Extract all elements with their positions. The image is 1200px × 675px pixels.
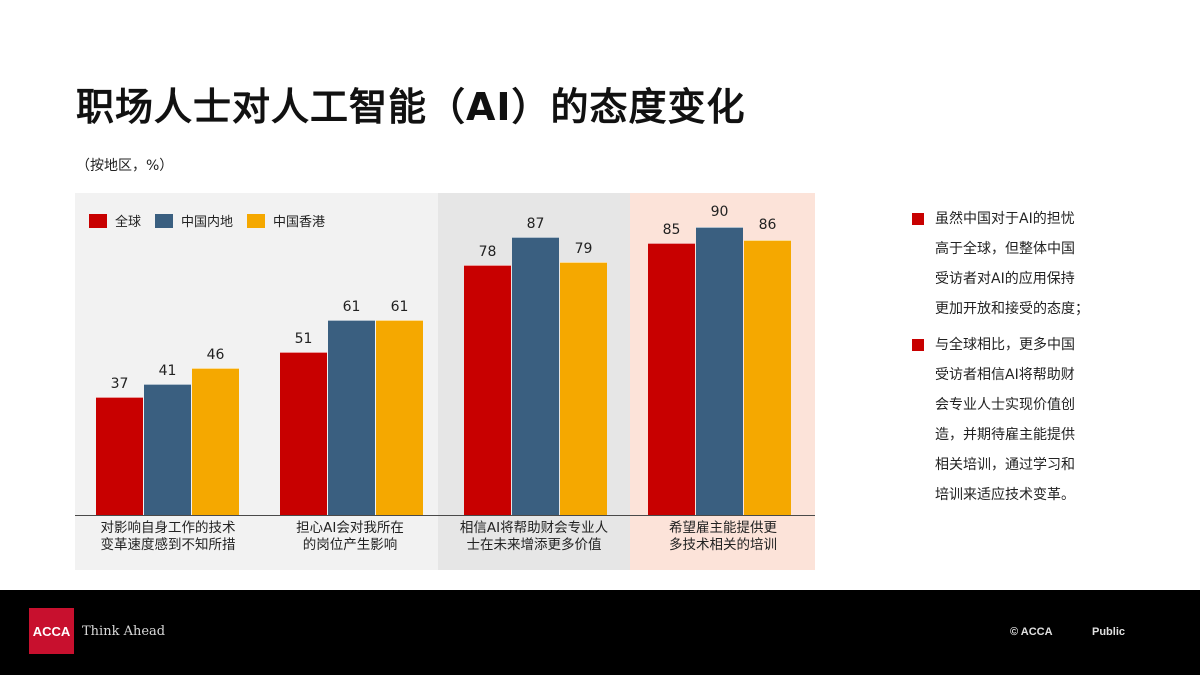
value-label: 85 [662,222,681,238]
legend-swatch-mainland [155,213,174,228]
legend-item-global: 全球 [89,211,141,230]
value-label: 61 [342,299,361,315]
classification-label: Public [1092,626,1126,638]
value-label: 41 [158,363,177,379]
bar-g4-hongkong [744,240,791,516]
bar-g3-hongkong [560,262,607,516]
value-label: 51 [294,331,313,347]
legend-swatch-hongkong [247,213,266,228]
value-label: 90 [710,204,729,220]
bar-g2-global [280,352,327,516]
bar-g3-mainland [512,237,559,516]
value-label: 61 [390,299,409,315]
value-label: 87 [526,216,545,232]
copyright-text: © ACCA [1010,626,1053,638]
value-label: 37 [110,376,129,392]
legend-item-mainland: 中国内地 [155,211,233,230]
value-label: 86 [758,217,777,233]
bar-chart: 全球 中国内地 中国香港 37 41 46 51 61 61 78 87 79 … [75,193,815,570]
finding-2: 与全球相比，更多中国 受访者相信AI将帮助财 会专业人士实现价值创 造，并期待雇… [912,330,1132,510]
category-label-1: 对影响自身工作的技术 变革速度感到不知所措 [100,520,236,553]
legend-swatch-global [89,213,107,228]
bar-g1-global [96,397,143,516]
footer-bar: ACCA Think Ahead © ACCA Public [0,590,1200,675]
bar-g2-mainland [328,320,375,516]
value-label: 78 [478,244,497,260]
square-bullet-icon [912,213,924,225]
key-findings: 虽然中国对于AI的担忧 高于全球，但整体中国 受访者对AI的应用保持 更加开放和… [912,204,1132,516]
square-bullet-icon [912,339,924,351]
legend-item-hongkong: 中国香港 [247,211,325,230]
bar-g2-hongkong [376,320,423,516]
bar-g4-mainland [696,227,743,516]
value-label: 46 [206,347,225,363]
category-label-4: 希望雇主能提供更 多技术相关的培训 [669,520,777,553]
category-label-3: 相信AI将帮助财会专业人 士在未来增添更多价值 [459,520,609,553]
bar-g1-hongkong [192,368,239,516]
brand-tagline: Think Ahead [82,624,166,639]
acca-logo: ACCA [29,608,74,654]
x-axis-line [75,515,815,516]
chart-legend: 全球 中国内地 中国香港 [89,211,339,230]
bar-g1-mainland [144,384,191,516]
chart-subtitle: （按地区，%） [76,158,174,174]
bar-g4-global [648,243,695,516]
bar-g3-global [464,265,511,516]
value-label: 79 [574,241,593,257]
category-label-2: 担心AI会对我所在 的岗位产生影响 [296,520,404,553]
finding-1: 虽然中国对于AI的担忧 高于全球，但整体中国 受访者对AI的应用保持 更加开放和… [912,204,1132,324]
page-title: 职场人士对人工智能（AI）的态度变化 [76,85,746,129]
